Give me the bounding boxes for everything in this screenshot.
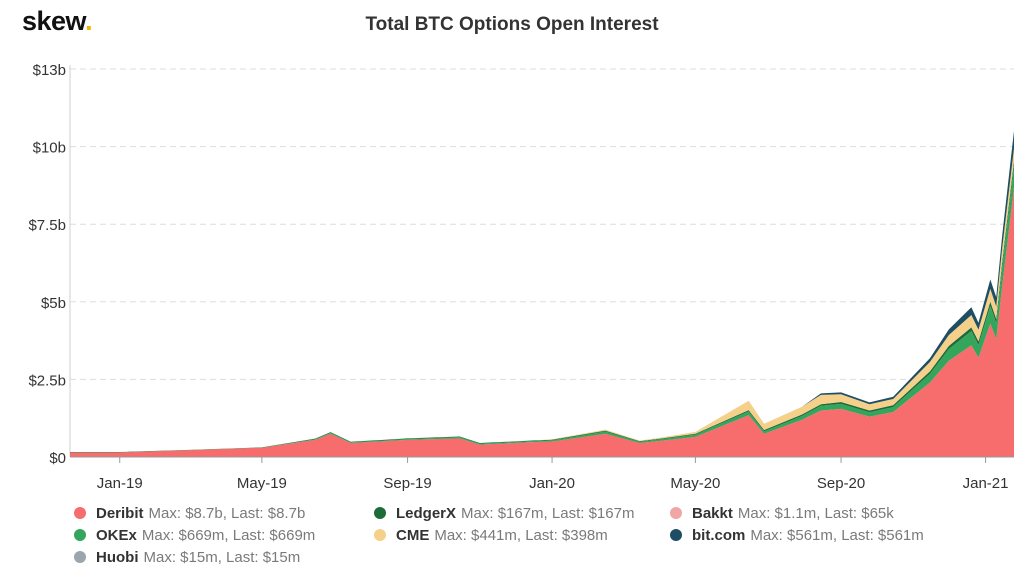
legend-item-huobi[interactable]: Huobi Max: $15m, Last: $15m [74, 549, 300, 566]
x-tick-label: Jan-20 [529, 475, 575, 492]
y-tick-label: $2.5b [28, 372, 66, 389]
legend-detail: Max: $441m, Last: $398m [434, 527, 608, 544]
x-tick-label: May-19 [237, 475, 287, 492]
y-tick-label: $13b [33, 62, 66, 79]
x-axis-ticks: Jan-19 May-19 Sep-19 Jan-20 May-20 Sep-20 Jan-… [70, 456, 1014, 492]
legend-detail: Max: $669m, Last: $669m [141, 527, 316, 544]
legend-marker [74, 529, 86, 541]
legend-detail: Max: $15m, Last: $15m [143, 549, 301, 566]
y-tick-label: $10b [33, 140, 66, 157]
x-tick-label: Jan-19 [97, 475, 143, 492]
legend-series-name: Bakkt [692, 505, 733, 522]
legend-detail: Max: $1.1m, Last: $65k [737, 505, 894, 522]
series-area-cme [70, 148, 1014, 453]
y-tick-label: $5b [41, 295, 66, 312]
legend-item-ledgerx[interactable]: LedgerX Max: $167m, Last: $167m [374, 505, 634, 522]
chart-title: Total BTC Options Open Interest [365, 14, 659, 35]
legend-item-bakkt[interactable]: Bakkt Max: $1.1m, Last: $65k [670, 505, 894, 522]
brand-name: skew [22, 6, 86, 36]
legend-marker [374, 529, 386, 541]
series-areas [70, 130, 1014, 457]
y-tick-label: $0 [49, 450, 66, 467]
legend-item-okex[interactable]: OKEx Max: $669m, Last: $669m [74, 527, 315, 544]
chart-area: $0 $2.5b $5b $7.5b $10b $13b Jan-19 May-19 Sep-… [28, 62, 1014, 492]
y-tick-label: $7.5b [28, 217, 66, 234]
legend-item-cme[interactable]: CME Max: $441m, Last: $398m [374, 527, 608, 544]
series-area-deribit [70, 186, 1014, 457]
legend-series-name: CME [396, 527, 430, 544]
legend: Deribit Max: $8.7b, Last: $8.7b LedgerX Max… [74, 505, 1014, 569]
grid-lines [69, 65, 1014, 457]
x-tick-label: Sep-19 [383, 475, 431, 492]
legend-series-name: bit.com [692, 527, 746, 544]
x-tick-label: May-20 [670, 475, 720, 492]
x-tick-label: Sep-20 [817, 475, 865, 492]
legend-marker [374, 507, 386, 519]
legend-series-name: Deribit [96, 505, 144, 522]
y-axis-ticks: $0 $2.5b $5b $7.5b $10b $13b [28, 62, 66, 467]
x-tick-label: Jan-21 [963, 475, 1009, 492]
legend-detail: Max: $561m, Last: $561m [750, 527, 924, 544]
legend-marker [74, 507, 86, 519]
brand-dot: . [85, 6, 93, 36]
legend-marker [670, 529, 682, 541]
legend-detail: Max: $8.7b, Last: $8.7b [148, 505, 306, 522]
legend-series-name: OKEx [96, 527, 137, 544]
legend-series-name: LedgerX [396, 505, 457, 522]
legend-marker [670, 507, 682, 519]
legend-item-bit-com[interactable]: bit.com Max: $561m, Last: $561m [670, 527, 924, 544]
legend-detail: Max: $167m, Last: $167m [461, 505, 635, 522]
brand-logo: skew. [22, 6, 93, 37]
legend-series-name: Huobi [96, 549, 139, 566]
legend-item-deribit[interactable]: Deribit Max: $8.7b, Last: $8.7b [74, 505, 305, 522]
legend-marker [74, 551, 86, 563]
